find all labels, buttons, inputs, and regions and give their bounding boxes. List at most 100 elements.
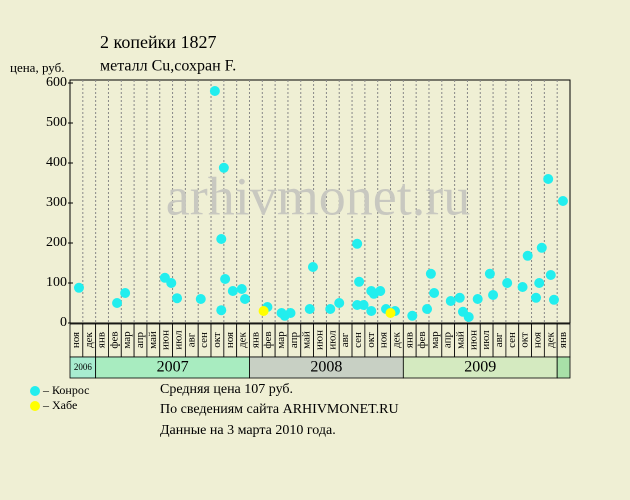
month-label: авг [493, 332, 505, 347]
month-label: янв [557, 332, 569, 348]
data-point [454, 292, 465, 303]
data-point [522, 250, 533, 261]
month-label: авг [185, 332, 197, 347]
legend-label: – Конрос [42, 383, 89, 397]
data-point [484, 268, 495, 279]
note: Средняя цена 107 руб. [160, 382, 293, 397]
month-label: ноя [531, 332, 543, 348]
month-label: дек [390, 331, 402, 347]
month-label: сен [198, 332, 210, 348]
month-label: июл [173, 330, 185, 350]
data-point [307, 262, 318, 272]
data-point [543, 174, 554, 184]
month-label: мар [275, 331, 287, 349]
legend-marker [30, 401, 40, 411]
month-label: дек [237, 331, 249, 347]
y-tick-label: 400 [46, 155, 67, 170]
month-label: мар [121, 331, 133, 349]
year-label: 2007 [157, 359, 189, 376]
data-point [334, 298, 345, 308]
y-tick-label: 300 [46, 195, 67, 210]
y-tick-label: 0 [60, 315, 67, 330]
data-point [73, 282, 84, 293]
data-point [407, 310, 418, 321]
month-label: дек [544, 331, 556, 347]
data-point [557, 196, 568, 206]
data-point [258, 306, 269, 316]
data-point [220, 274, 231, 284]
month-label: ноя [224, 332, 236, 348]
data-point [366, 306, 377, 316]
watermark: arhivmonet.ru [166, 166, 470, 226]
data-point [236, 284, 247, 294]
data-point [425, 268, 436, 279]
month-label: дек [83, 331, 95, 347]
data-point [531, 292, 542, 303]
month-label: фев [262, 331, 274, 348]
data-point [352, 238, 363, 249]
month-label: июн [467, 330, 479, 350]
data-point [534, 278, 545, 288]
month-label: ноя [70, 332, 82, 348]
month-label: июн [314, 330, 326, 350]
month-label: май [455, 331, 467, 349]
month-label: сен [352, 332, 364, 348]
data-point [385, 308, 396, 318]
month-label: окт [365, 332, 377, 348]
y-tick-label: 500 [46, 115, 67, 130]
data-point [375, 286, 386, 296]
data-point [422, 304, 433, 314]
data-point [112, 298, 123, 308]
data-point [216, 234, 227, 244]
note: По сведениям сайта ARHIVMONET.RU [160, 402, 399, 417]
month-label: мар [429, 331, 441, 349]
note: Данные на 3 марта 2010 года. [160, 423, 336, 438]
month-label: сен [506, 332, 518, 348]
y-tick-label: 200 [46, 235, 67, 250]
year-label: 2006 [74, 362, 93, 372]
y-tick-label: 600 [46, 75, 67, 90]
data-point [304, 304, 315, 314]
data-point [285, 308, 296, 318]
month-label: ноя [378, 332, 390, 348]
data-point [216, 305, 227, 316]
month-label: янв [403, 332, 415, 348]
data-point [209, 86, 220, 96]
year-label: 2008 [310, 359, 342, 376]
month-label: окт [211, 332, 223, 348]
data-point [517, 282, 528, 292]
data-point [354, 276, 365, 287]
month-label: окт [519, 332, 531, 348]
data-point [548, 294, 559, 305]
data-point [463, 312, 474, 322]
month-label: май [301, 331, 313, 349]
month-label: янв [96, 332, 108, 348]
month-label: авг [339, 332, 351, 347]
legend-marker [30, 386, 40, 396]
data-point [166, 278, 177, 288]
month-label: фев [108, 331, 120, 348]
month-label: апр [134, 331, 146, 348]
data-point [429, 288, 440, 298]
data-point [172, 293, 183, 304]
month-label: апр [288, 331, 300, 348]
chart-subtitle: металл Cu,сохран F. [100, 58, 236, 75]
chart-title: 2 копейки 1827 [100, 32, 216, 52]
data-point [445, 296, 456, 306]
month-label: май [147, 331, 159, 349]
y-tick-label: 100 [46, 275, 67, 290]
month-label: фев [416, 331, 428, 348]
month-label: июл [326, 330, 338, 350]
year-label: 2009 [464, 359, 496, 376]
month-label: апр [442, 331, 454, 348]
data-point [120, 288, 131, 298]
data-point [502, 278, 513, 288]
month-label: июн [160, 330, 172, 350]
data-point [358, 300, 369, 310]
data-point [240, 294, 250, 304]
data-point [195, 294, 206, 304]
data-point [545, 270, 556, 280]
month-label: янв [249, 332, 261, 348]
data-point [488, 290, 499, 300]
